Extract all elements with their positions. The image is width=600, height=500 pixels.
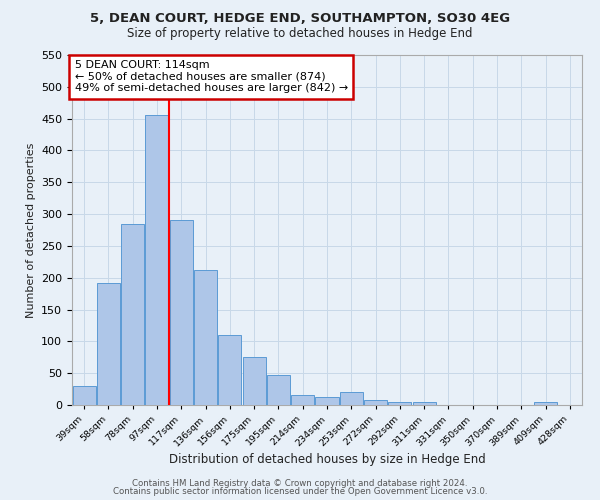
Bar xyxy=(121,224,144,405)
Text: Size of property relative to detached houses in Hedge End: Size of property relative to detached ho… xyxy=(127,28,473,40)
Bar xyxy=(73,386,95,405)
Bar xyxy=(218,335,241,405)
Text: 5 DEAN COURT: 114sqm
← 50% of detached houses are smaller (874)
49% of semi-deta: 5 DEAN COURT: 114sqm ← 50% of detached h… xyxy=(74,60,348,94)
Bar xyxy=(170,220,193,405)
Bar xyxy=(364,400,387,405)
X-axis label: Distribution of detached houses by size in Hedge End: Distribution of detached houses by size … xyxy=(169,453,485,466)
Bar xyxy=(242,358,266,405)
Text: Contains HM Land Registry data © Crown copyright and database right 2024.: Contains HM Land Registry data © Crown c… xyxy=(132,478,468,488)
Bar xyxy=(340,392,363,405)
Bar xyxy=(291,396,314,405)
Bar xyxy=(388,402,412,405)
Bar xyxy=(97,283,120,405)
Bar xyxy=(194,270,217,405)
Text: 5, DEAN COURT, HEDGE END, SOUTHAMPTON, SO30 4EG: 5, DEAN COURT, HEDGE END, SOUTHAMPTON, S… xyxy=(90,12,510,26)
Bar xyxy=(316,396,338,405)
Bar xyxy=(413,402,436,405)
Y-axis label: Number of detached properties: Number of detached properties xyxy=(26,142,35,318)
Bar xyxy=(267,375,290,405)
Bar xyxy=(145,116,169,405)
Text: Contains public sector information licensed under the Open Government Licence v3: Contains public sector information licen… xyxy=(113,487,487,496)
Bar xyxy=(534,402,557,405)
